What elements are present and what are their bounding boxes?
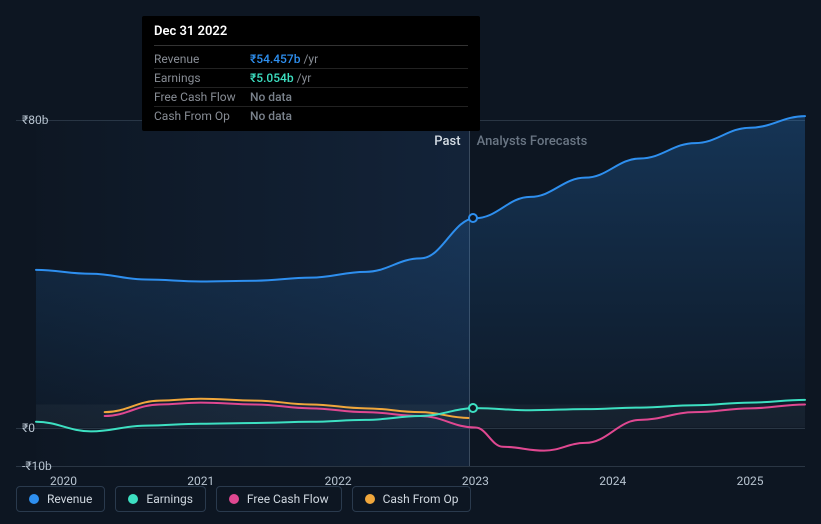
legend-item-cfo[interactable]: Cash From Op [352, 486, 472, 512]
legend-label: Free Cash Flow [247, 492, 329, 506]
legend-label: Revenue [47, 492, 92, 506]
tooltip-row: Earnings₹5.054b/yr [154, 69, 468, 88]
tooltip-metric-name: Earnings [154, 71, 250, 85]
tooltip-metric-name: Cash From Op [154, 109, 250, 123]
hover-marker-earnings [468, 403, 478, 413]
legend-swatch [229, 494, 239, 504]
tooltip-row: Free Cash FlowNo data [154, 88, 468, 107]
tooltip-date: Dec 31 2022 [154, 24, 468, 46]
legend: Revenue Earnings Free Cash Flow Cash From O… [16, 486, 471, 512]
legend-item-fcf[interactable]: Free Cash Flow [216, 486, 342, 512]
x-tick-label: 2025 [737, 474, 764, 488]
tooltip-metric-value: ₹54.457b [250, 52, 300, 66]
hover-marker-revenue [468, 213, 478, 223]
tooltip-row: Revenue₹54.457b/yr [154, 50, 468, 69]
legend-swatch [365, 494, 375, 504]
tooltip-metric-unit: /yr [303, 52, 318, 66]
legend-label: Earnings [146, 492, 193, 506]
chart-lines [36, 120, 805, 466]
legend-item-revenue[interactable]: Revenue [16, 486, 105, 512]
legend-swatch [29, 494, 39, 504]
financial-chart: ₹80b₹0-₹10b Past Analysts Forecasts 2020… [16, 120, 805, 466]
tooltip-metric-value: ₹5.054b [250, 71, 294, 85]
tooltip-metric-value: No data [250, 90, 292, 104]
plot-area[interactable]: Past Analysts Forecasts 2020202120222023… [36, 120, 805, 466]
tooltip-metric-unit: /yr [297, 71, 312, 85]
chart-tooltip: Dec 31 2022 Revenue₹54.457b/yrEarnings₹5… [142, 16, 480, 131]
tooltip-metric-value: No data [250, 109, 292, 123]
legend-label: Cash From Op [383, 492, 459, 506]
tooltip-metric-name: Free Cash Flow [154, 90, 250, 104]
tooltip-row: Cash From OpNo data [154, 107, 468, 125]
legend-item-earnings[interactable]: Earnings [115, 486, 206, 512]
legend-swatch [128, 494, 138, 504]
x-tick-label: 2024 [599, 474, 626, 488]
tooltip-metric-name: Revenue [154, 52, 250, 66]
tooltip-rows: Revenue₹54.457b/yrEarnings₹5.054b/yrFree… [154, 50, 468, 125]
y-tick-label: ₹0 [22, 421, 35, 435]
